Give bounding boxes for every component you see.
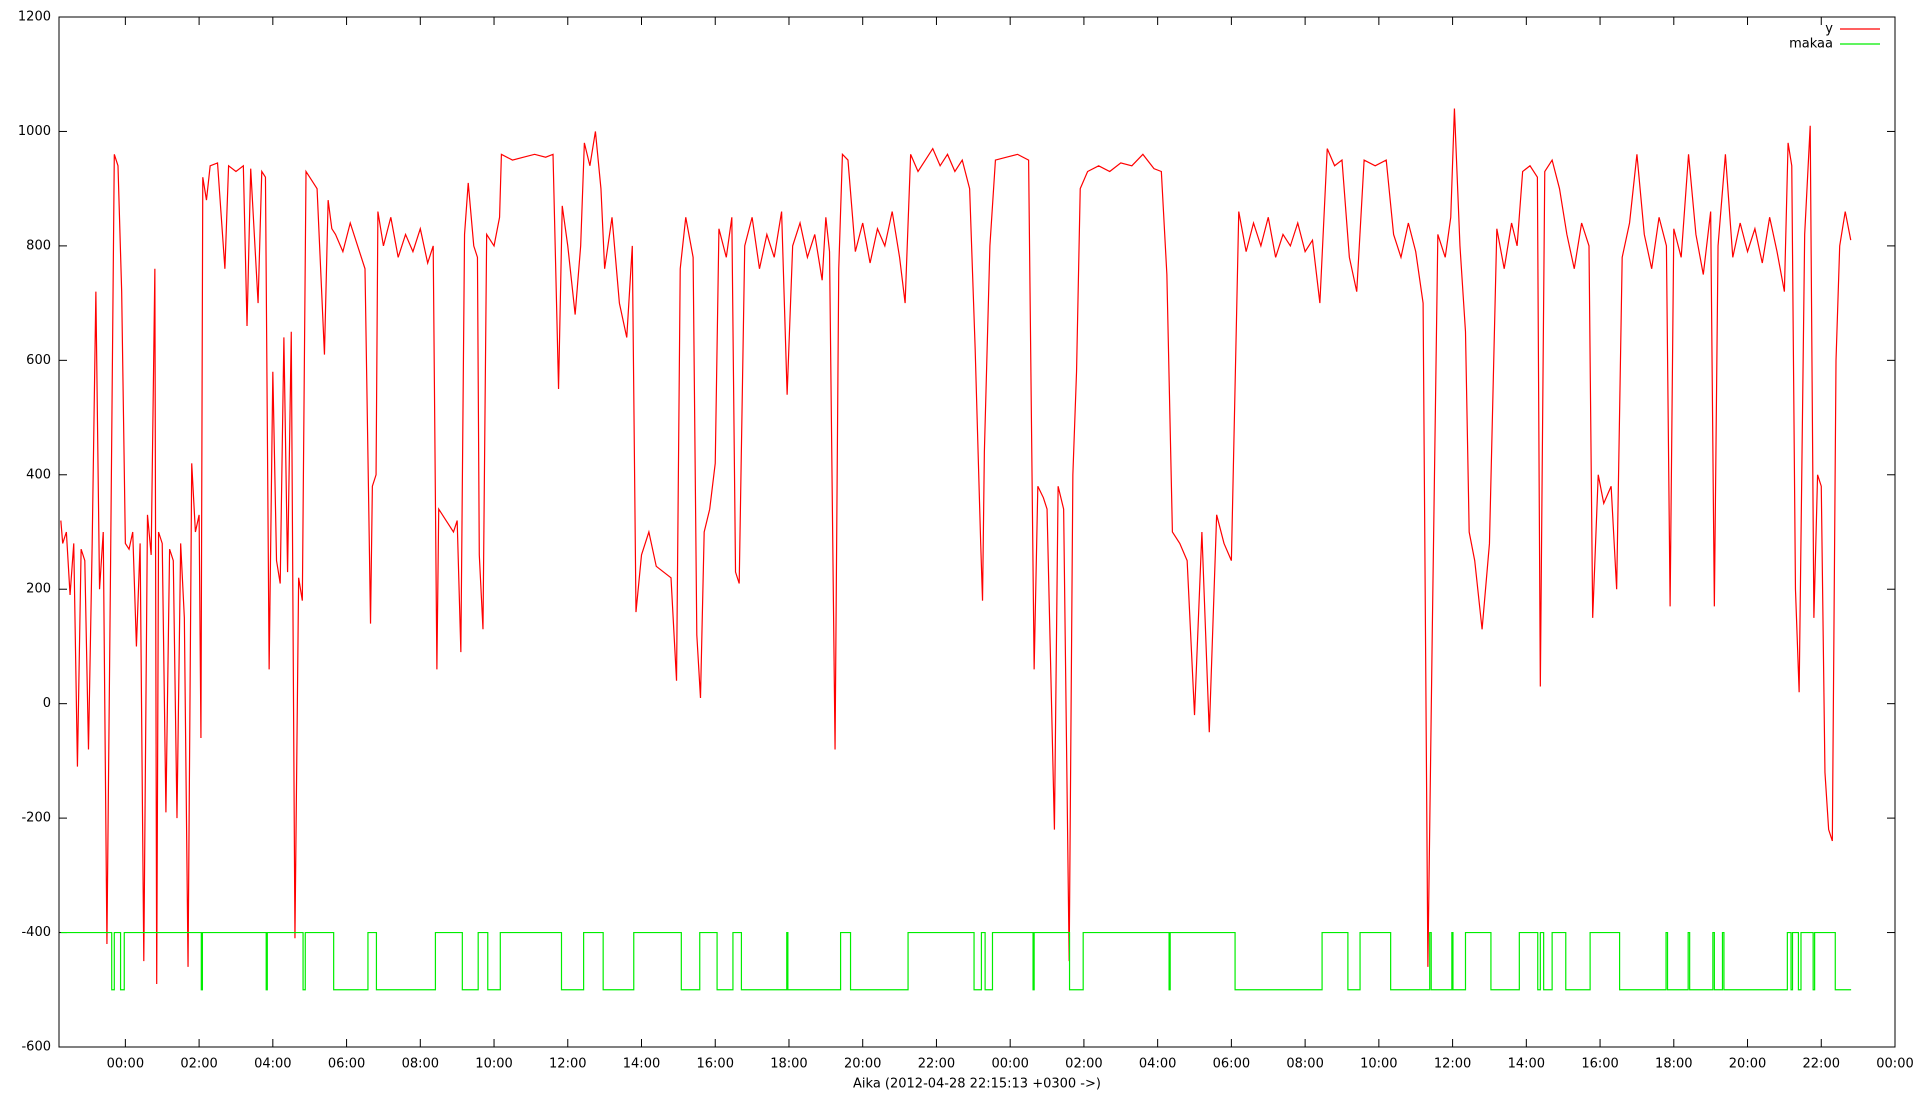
legend-label: makaa <box>1789 37 1833 52</box>
plot-border <box>58 16 1896 1048</box>
x-tick-label: 10:00 <box>1360 1057 1397 1072</box>
x-tick-label: 06:00 <box>328 1057 365 1072</box>
x-tick-label: 20:00 <box>844 1057 881 1072</box>
y-tick-label: 800 <box>26 238 51 253</box>
series-line <box>60 931 1852 991</box>
x-tick-label: 14:00 <box>1508 1057 1545 1072</box>
x-tick-label: 04:00 <box>1139 1057 1176 1072</box>
y-tick-label: -200 <box>21 811 51 826</box>
y-tick-label: 1000 <box>18 124 51 139</box>
x-tick-label: 10:00 <box>475 1057 512 1072</box>
x-tick-label: 18:00 <box>770 1057 807 1072</box>
x-axis-label: Aika (2012-04-28 22:15:13 +0300 ->) <box>853 1077 1101 1092</box>
x-tick-label: 16:00 <box>697 1057 734 1072</box>
x-tick-label: 02:00 <box>180 1057 217 1072</box>
series-line <box>60 108 1852 985</box>
x-tick-label: 14:00 <box>623 1057 660 1072</box>
y-tick-label: -400 <box>21 925 51 940</box>
x-tick-label: 16:00 <box>1581 1057 1618 1072</box>
y-tick-label: -600 <box>21 1040 51 1055</box>
x-tick-label: 00:00 <box>991 1057 1028 1072</box>
x-tick-label: 08:00 <box>1286 1057 1323 1072</box>
x-tick-label: 20:00 <box>1729 1057 1766 1072</box>
y-tick-label: 1200 <box>18 10 51 25</box>
y-tick-label: 600 <box>26 353 51 368</box>
x-tick-label: 12:00 <box>1434 1057 1471 1072</box>
x-tick-label: 04:00 <box>254 1057 291 1072</box>
x-tick-label: 12:00 <box>549 1057 586 1072</box>
y-tick-label: 400 <box>26 467 51 482</box>
x-tick-label: 00:00 <box>1876 1057 1913 1072</box>
x-tick-label: 08:00 <box>402 1057 439 1072</box>
y-tick-label: 200 <box>26 582 51 597</box>
x-tick-label: 00:00 <box>107 1057 144 1072</box>
y-tick-label: 0 <box>43 696 51 711</box>
x-tick-label: 06:00 <box>1213 1057 1250 1072</box>
legend-label: y <box>1825 22 1833 37</box>
x-tick-label: 18:00 <box>1655 1057 1692 1072</box>
x-tick-label: 22:00 <box>1803 1057 1840 1072</box>
x-tick-label: 22:00 <box>918 1057 955 1072</box>
x-tick-label: 02:00 <box>1065 1057 1102 1072</box>
